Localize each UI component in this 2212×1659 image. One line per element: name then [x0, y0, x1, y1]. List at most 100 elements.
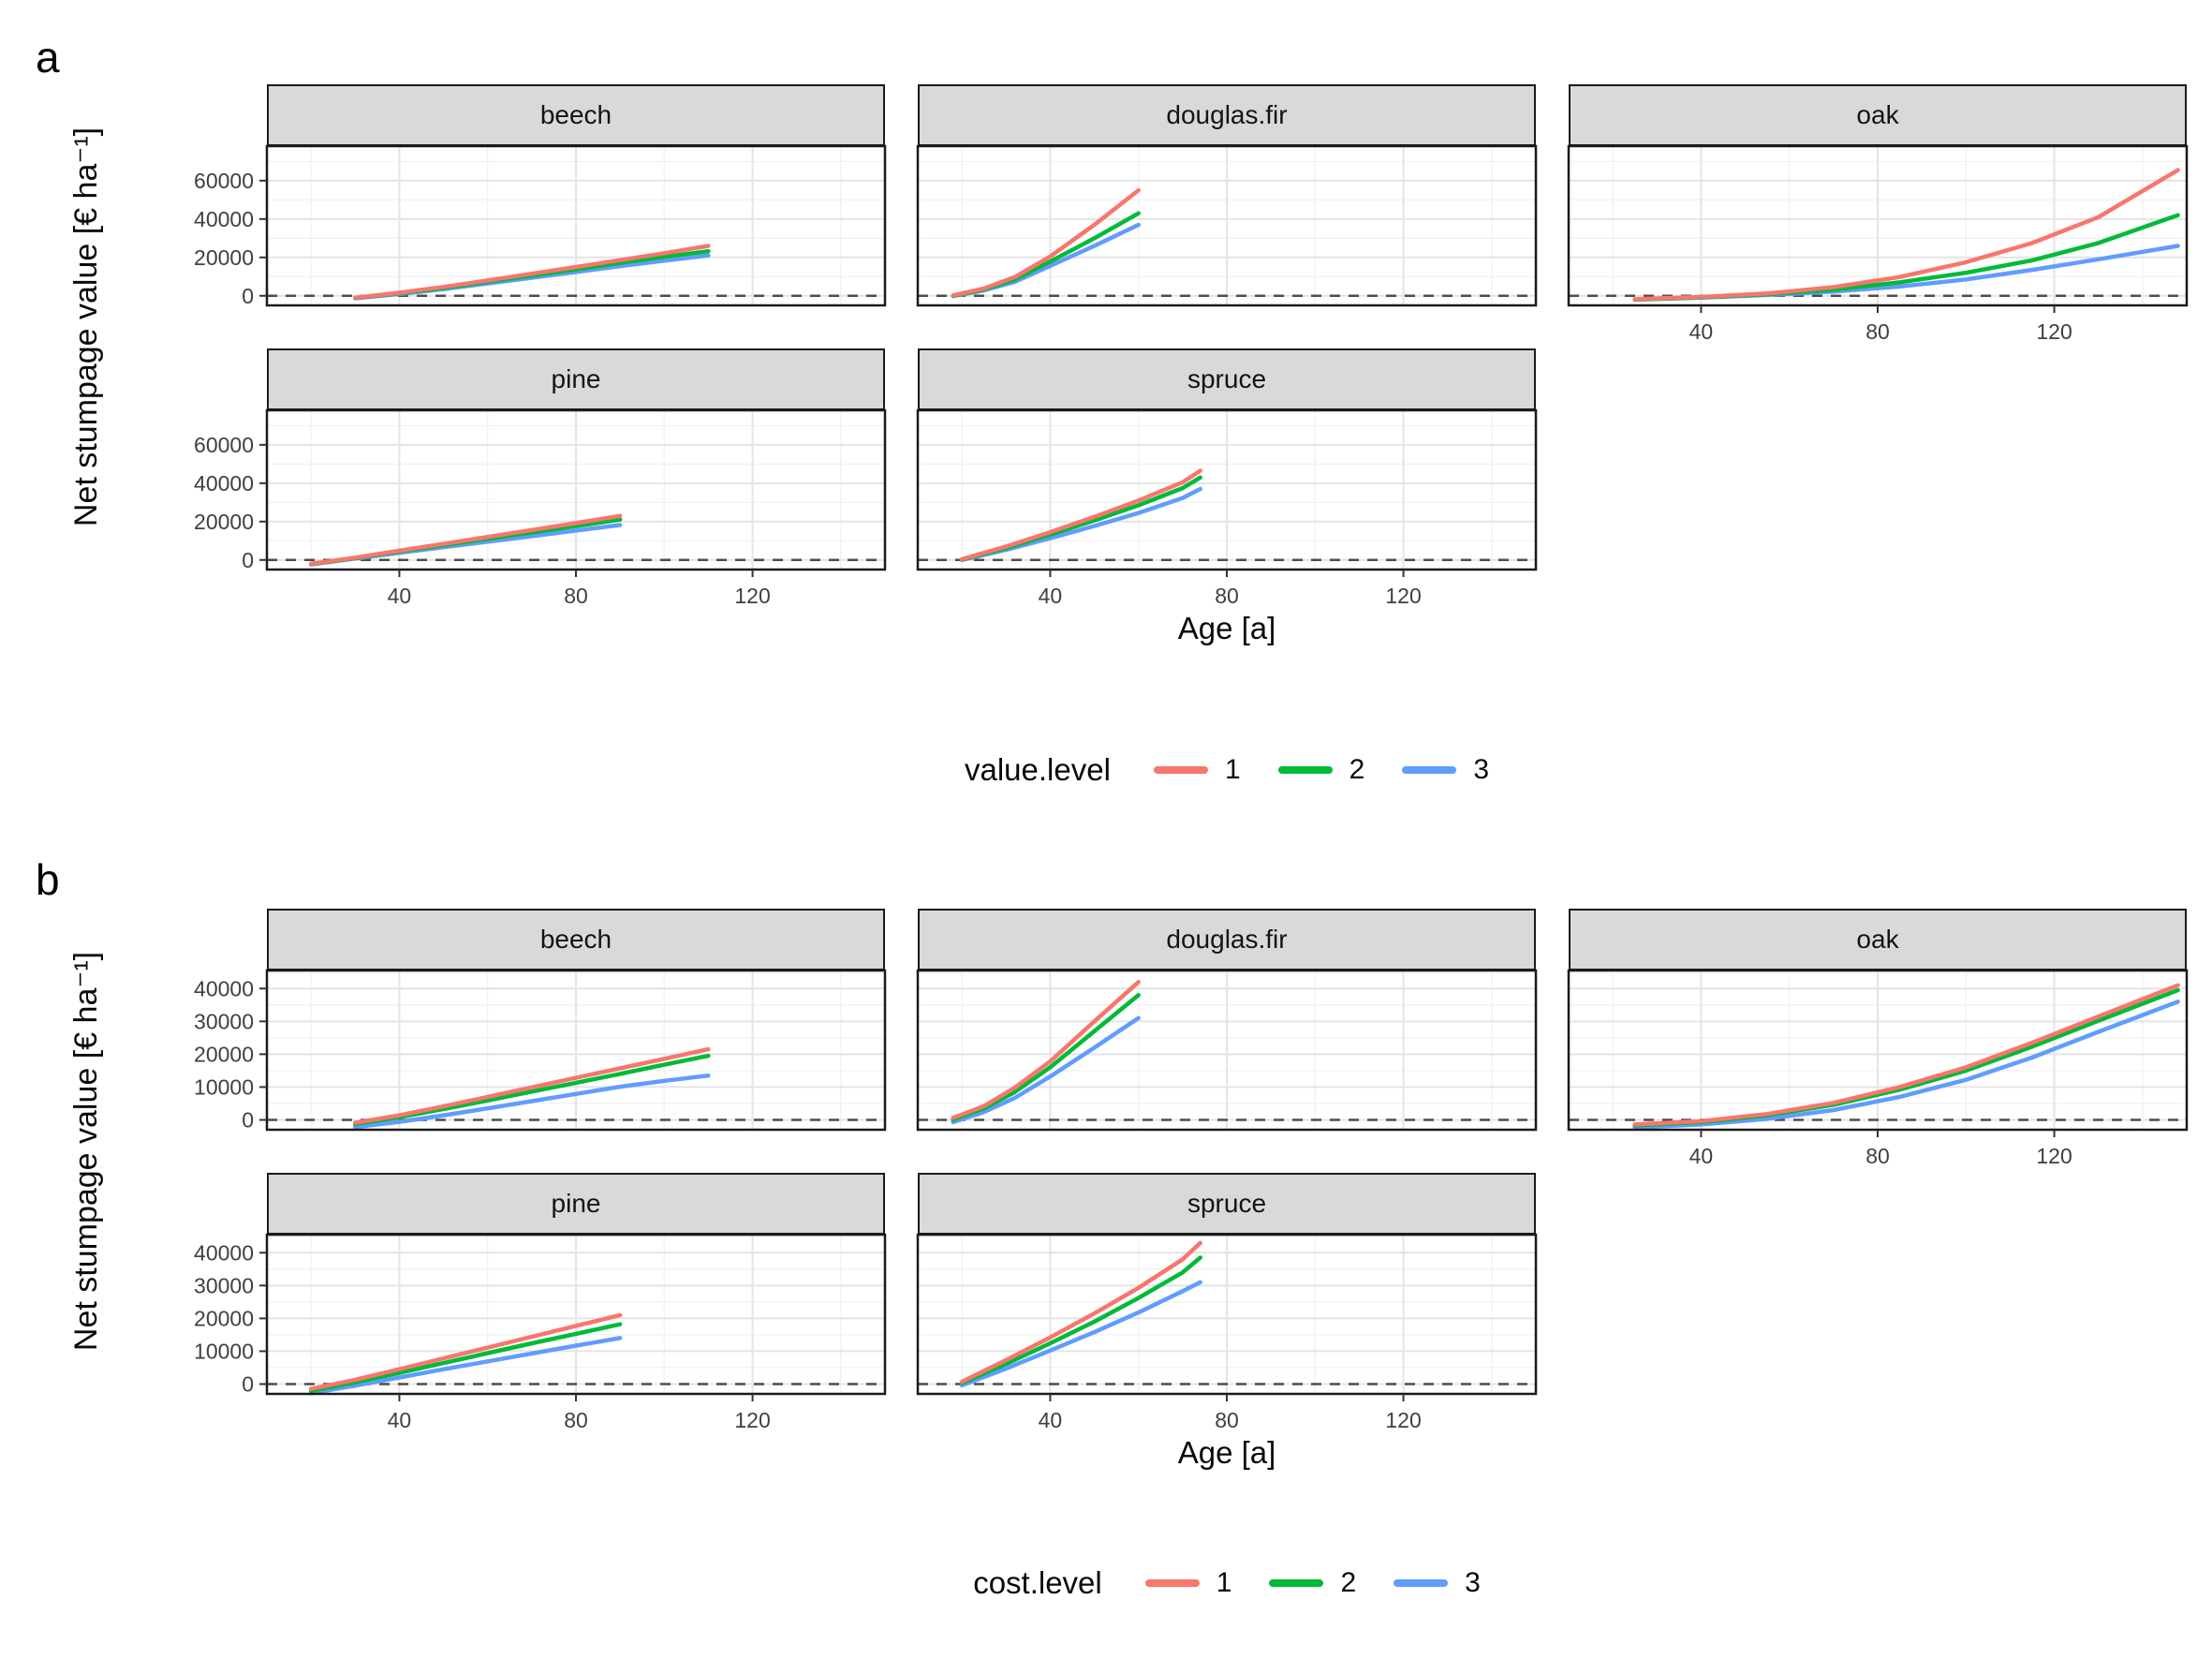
facet-oak-b: oak 40 80 120 — [1567, 909, 2189, 1168]
legend-key-line-2 — [1277, 766, 1333, 774]
facet-strip-oak-b: oak — [1569, 909, 2187, 970]
facet-title: beech — [539, 100, 612, 129]
svg-text:0: 0 — [242, 1371, 254, 1396]
svg-text:30000: 30000 — [194, 1009, 254, 1033]
svg-text:20000: 20000 — [194, 1306, 254, 1330]
svg-text:40000: 40000 — [194, 976, 254, 1000]
facet-plot-pine-b: 0 10000 20000 30000 40000 40 80 120 — [194, 1233, 887, 1432]
legend-key-line-3 — [1402, 766, 1457, 774]
svg-text:40000: 40000 — [194, 1240, 254, 1265]
facet-beech-b: beech 0 10000 20000 30000 40000 — [194, 909, 887, 1132]
facet-title: oak — [1856, 100, 1899, 129]
facet-oak-a: oak 40 80 120 — [1567, 84, 2189, 344]
facet-pine-a: pine 0 20000 40000 60000 40 80 120 — [194, 348, 887, 608]
legend-value-level: value.level 1 2 3 — [267, 742, 2187, 798]
facet-plot-douglas-fir-a — [916, 144, 1538, 307]
svg-text:120: 120 — [734, 1408, 770, 1432]
legend-entry-1: 1 — [1144, 1567, 1232, 1599]
svg-text:120: 120 — [734, 584, 770, 608]
legend-key-line-2 — [1269, 1579, 1324, 1587]
facet-plot-spruce-a: 40 80 120 — [916, 408, 1538, 608]
svg-text:80: 80 — [1215, 1408, 1239, 1432]
y-axis-title-a: Net stumpage value [€ ha⁻¹] — [68, 126, 104, 527]
facet-title: oak — [1856, 925, 1899, 954]
legend-entry-2: 2 — [1277, 754, 1365, 786]
x-axis-title-b: Age [a] — [267, 1435, 2187, 1471]
legend-entry-1: 1 — [1153, 754, 1241, 786]
facet-title: pine — [551, 364, 601, 393]
svg-text:40: 40 — [1039, 584, 1063, 608]
facet-plot-beech-a: 0 20000 40000 60000 — [194, 144, 887, 308]
facet-strip-pine-a: pine — [267, 348, 885, 410]
svg-text:20000: 20000 — [194, 1042, 254, 1066]
svg-text:80: 80 — [564, 584, 588, 608]
legend-key-line-1 — [1144, 1579, 1200, 1587]
svg-text:20000: 20000 — [194, 510, 254, 534]
svg-text:0: 0 — [242, 284, 254, 308]
facet-spruce-a: spruce 40 80 120 — [916, 348, 1538, 608]
svg-text:10000: 10000 — [194, 1339, 254, 1363]
svg-text:40: 40 — [1689, 1144, 1714, 1168]
facet-plot-oak-a: 40 80 120 — [1567, 144, 2189, 344]
legend-title: cost.level — [973, 1565, 1102, 1600]
legend-key-line-1 — [1153, 766, 1208, 774]
panel-a-tag: a — [36, 33, 60, 81]
legend-label-2: 2 — [1340, 1567, 1357, 1598]
facet-title: spruce — [1187, 1189, 1267, 1218]
legend-entry-2: 2 — [1269, 1567, 1356, 1599]
x-axis-title-a: Age [a] — [267, 611, 2187, 646]
legend-title: value.level — [965, 752, 1111, 787]
legend-label-2: 2 — [1349, 754, 1365, 785]
facet-spruce-b: spruce 40 80 120 — [916, 1173, 1538, 1432]
svg-text:80: 80 — [1865, 1144, 1890, 1168]
facet-title: douglas.fir — [1166, 925, 1288, 954]
legend-label-1: 1 — [1216, 1567, 1232, 1598]
facet-pine-b: pine 0 10000 20000 30000 40000 40 80 120 — [194, 1173, 887, 1432]
facet-strip-spruce-b: spruce — [918, 1173, 1536, 1235]
facet-title: spruce — [1187, 364, 1267, 393]
legend-cost-level: cost.level 1 2 3 — [267, 1555, 2187, 1611]
svg-text:30000: 30000 — [194, 1273, 254, 1297]
svg-text:60000: 60000 — [194, 433, 254, 457]
svg-text:10000: 10000 — [194, 1074, 254, 1099]
svg-text:40: 40 — [388, 584, 412, 608]
facet-douglas-fir-b: douglas.fir — [916, 909, 1538, 1132]
y-axis-title-b: Net stumpage value [€ ha⁻¹] — [68, 951, 104, 1352]
svg-text:40: 40 — [1039, 1408, 1063, 1432]
legend-label-1: 1 — [1224, 754, 1241, 785]
legend-key-line-3 — [1394, 1579, 1449, 1587]
legend-label-3: 3 — [1473, 754, 1489, 785]
facet-plot-pine-a: 0 20000 40000 60000 40 80 120 — [194, 408, 887, 608]
facet-plot-spruce-b: 40 80 120 — [916, 1233, 1538, 1432]
legend-entry-3: 3 — [1394, 1567, 1481, 1599]
svg-text:40: 40 — [388, 1408, 412, 1432]
svg-text:120: 120 — [1385, 1408, 1421, 1432]
svg-text:80: 80 — [564, 1408, 588, 1432]
facet-strip-douglas-fir-b: douglas.fir — [918, 909, 1536, 970]
svg-text:40000: 40000 — [194, 207, 254, 231]
svg-text:0: 0 — [242, 548, 254, 572]
facet-strip-douglas-fir-a: douglas.fir — [918, 84, 1536, 146]
facet-douglas-fir-a: douglas.fir — [916, 84, 1538, 307]
facet-strip-pine-b: pine — [267, 1173, 885, 1235]
svg-text:120: 120 — [1385, 584, 1421, 608]
svg-text:80: 80 — [1865, 319, 1890, 344]
facet-strip-beech-b: beech — [267, 909, 885, 970]
legend-entry-3: 3 — [1402, 754, 1489, 786]
panel-b-tag: b — [36, 855, 60, 904]
svg-text:40: 40 — [1689, 319, 1714, 344]
facet-plot-oak-b: 40 80 120 — [1567, 969, 2189, 1168]
svg-text:60000: 60000 — [194, 169, 254, 193]
svg-text:0: 0 — [242, 1107, 254, 1132]
facet-strip-oak-a: oak — [1569, 84, 2187, 146]
x-axis-title-text: Age [a] — [1177, 611, 1276, 645]
legend-label-3: 3 — [1465, 1567, 1481, 1598]
svg-text:20000: 20000 — [194, 245, 254, 270]
facet-strip-beech-a: beech — [267, 84, 885, 146]
svg-text:120: 120 — [2036, 1144, 2072, 1168]
facet-plot-douglas-fir-b — [916, 969, 1538, 1132]
svg-text:80: 80 — [1215, 584, 1239, 608]
facet-strip-spruce-a: spruce — [918, 348, 1536, 410]
x-axis-title-text: Age [a] — [1177, 1435, 1276, 1470]
